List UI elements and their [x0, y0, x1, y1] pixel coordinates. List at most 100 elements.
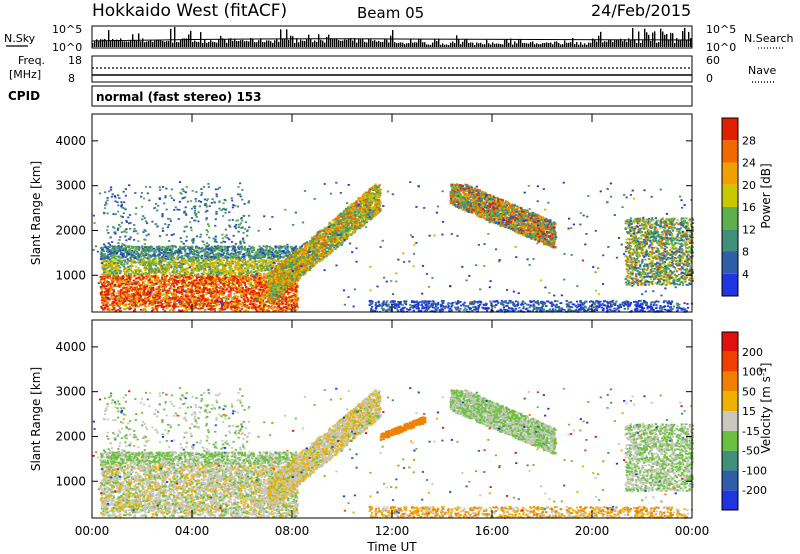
- power-cell: [283, 299, 285, 301]
- power-cell: [104, 253, 106, 255]
- power-cell: [236, 282, 238, 284]
- power-cell: [259, 282, 261, 284]
- power-cell: [211, 298, 213, 300]
- power-cell: [106, 277, 108, 279]
- power-cell: [195, 285, 197, 287]
- power-cell: [274, 306, 276, 308]
- power-cell: [192, 308, 194, 310]
- power-cell: [209, 302, 211, 304]
- power-cell: [159, 292, 161, 294]
- nsky-bar: [218, 39, 219, 47]
- power-cell: [286, 309, 288, 311]
- power-cell: [208, 307, 210, 309]
- power-cell: [134, 272, 136, 274]
- nsky-bar: [198, 42, 199, 47]
- power-cell: [169, 249, 171, 251]
- power-cell: [100, 294, 102, 296]
- power-cell: [272, 249, 274, 251]
- power-cell: [144, 297, 146, 299]
- nsky-bar: [452, 41, 453, 47]
- power-cell: [218, 264, 220, 266]
- power-cell: [185, 309, 187, 311]
- power-cell: [109, 304, 111, 306]
- power-cell: [262, 279, 264, 281]
- power-cell: [237, 246, 239, 248]
- power-cell: [177, 306, 179, 308]
- power-cell: [221, 290, 223, 292]
- power-cell: [128, 293, 130, 295]
- power-cell: [177, 289, 179, 291]
- power-cell: [289, 308, 291, 310]
- nsky-bar: [240, 40, 241, 47]
- power-cell: [121, 248, 123, 250]
- power-cell: [264, 279, 266, 281]
- nsky-bar: [228, 39, 229, 47]
- power-cell: [166, 254, 168, 256]
- power-cell: [263, 282, 265, 284]
- power-cell: [242, 306, 244, 308]
- power-cell: [187, 257, 189, 259]
- power-cell: [256, 271, 258, 273]
- power-cell: [166, 246, 168, 248]
- nsky-bar: [474, 45, 475, 47]
- power-cell: [173, 283, 175, 285]
- power-cell: [230, 278, 232, 280]
- power-cell: [216, 276, 218, 278]
- nsky-bar: [432, 43, 433, 47]
- nsky-bar: [538, 44, 539, 47]
- nsky-bar: [136, 41, 137, 47]
- power-cell: [264, 251, 266, 253]
- nsky-bar: [188, 35, 189, 47]
- power-cell: [153, 248, 155, 250]
- power-cell: [212, 305, 214, 307]
- power-cell: [224, 256, 226, 258]
- power-cell: [209, 283, 211, 285]
- power-cell: [127, 270, 129, 272]
- nsky-bar: [542, 43, 543, 47]
- nsky-bar: [532, 41, 533, 47]
- power-cell: [129, 300, 131, 302]
- nsky-bar: [372, 41, 373, 47]
- power-cell: [102, 309, 104, 311]
- nsky-bar: [512, 45, 513, 47]
- power-cell: [249, 293, 251, 295]
- nsky-bar: [486, 40, 487, 47]
- power-cell: [187, 295, 189, 297]
- power-cell: [148, 295, 150, 297]
- nsky-bar: [446, 44, 447, 47]
- power-cell: [175, 250, 177, 252]
- power-cell: [261, 260, 263, 262]
- power-cell: [277, 260, 279, 262]
- power-cell: [107, 291, 109, 293]
- power-cell: [269, 248, 271, 250]
- power-cell: [281, 253, 283, 255]
- power-cell: [187, 263, 189, 265]
- power-cell: [184, 251, 186, 253]
- power-cell: [110, 289, 112, 291]
- nsky-bar: [576, 42, 577, 47]
- power-cell: [144, 270, 146, 272]
- nsky-bar: [130, 40, 131, 47]
- power-cell: [127, 260, 129, 262]
- nsky-bar: [430, 45, 431, 47]
- power-cell: [206, 277, 208, 279]
- power-cell: [158, 270, 160, 272]
- power-cell: [170, 264, 172, 266]
- nsky-bar: [160, 40, 161, 47]
- power-cell: [164, 300, 166, 302]
- power-cell: [202, 294, 204, 296]
- power-cell: [110, 293, 112, 295]
- beam-title: Beam 05: [357, 4, 424, 22]
- nsky-bar: [588, 43, 589, 47]
- power-cell: [233, 301, 235, 303]
- power-cell: [197, 286, 199, 288]
- power-cell: [156, 249, 158, 251]
- power-cell: [170, 255, 172, 257]
- power-cell: [263, 298, 265, 300]
- power-cell: [221, 309, 223, 311]
- power-cell: [254, 260, 256, 262]
- power-cell: [135, 269, 137, 271]
- nsky-bar: [256, 42, 257, 47]
- power-cell: [269, 307, 271, 309]
- power-cell: [138, 247, 140, 249]
